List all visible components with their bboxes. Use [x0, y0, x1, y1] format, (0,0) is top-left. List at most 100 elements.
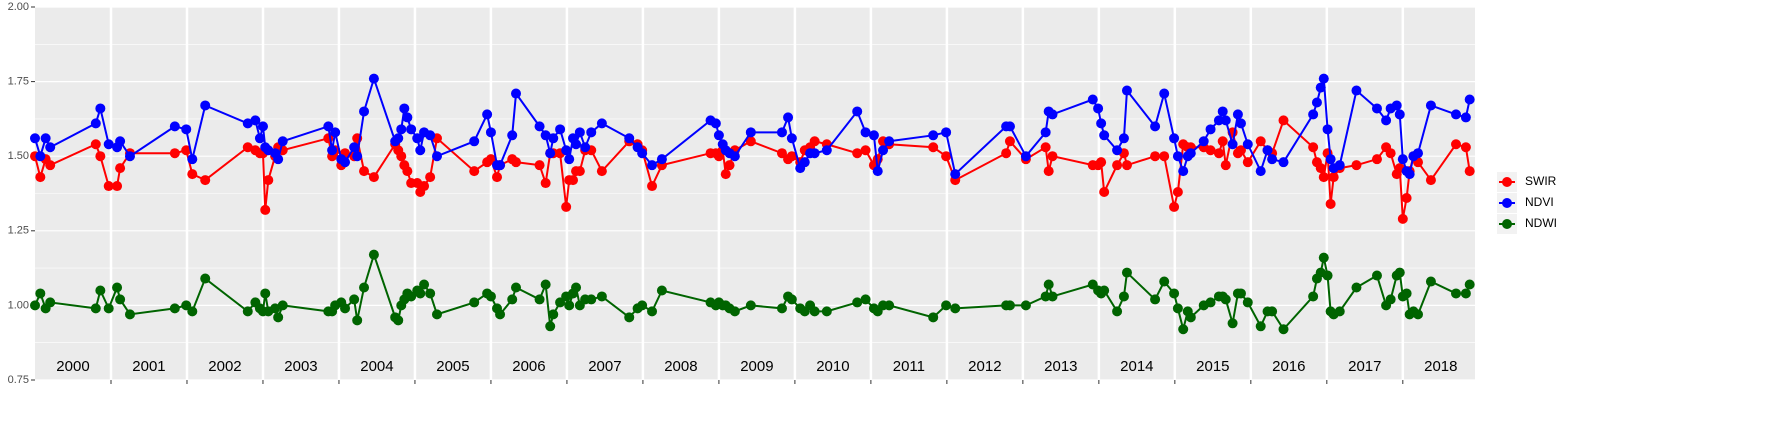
point [1451, 109, 1462, 120]
point [809, 136, 820, 147]
point [1185, 312, 1196, 323]
point [1112, 160, 1123, 171]
point [720, 169, 731, 180]
point [1413, 309, 1424, 320]
point [485, 291, 496, 302]
year-label: 2008 [664, 358, 697, 375]
point [548, 133, 559, 144]
point [1159, 88, 1170, 99]
point [1099, 187, 1110, 198]
point [1004, 136, 1015, 147]
point [263, 175, 274, 186]
point [90, 303, 101, 314]
point [860, 145, 871, 156]
point [860, 127, 871, 138]
point [323, 121, 334, 132]
point [1460, 142, 1471, 153]
point [425, 130, 436, 141]
point [1334, 306, 1345, 317]
point [1112, 306, 1123, 317]
point [492, 172, 503, 183]
point [1460, 288, 1471, 299]
point [786, 151, 797, 162]
point [469, 297, 480, 308]
point [786, 294, 797, 305]
point [941, 151, 952, 162]
point [95, 103, 106, 114]
point [1334, 160, 1345, 171]
point [1318, 252, 1329, 263]
point [368, 73, 379, 84]
point [1255, 321, 1266, 332]
point [1262, 145, 1273, 156]
point [545, 148, 556, 159]
point [1397, 154, 1408, 165]
point [745, 136, 756, 147]
point [1318, 172, 1329, 183]
point [637, 148, 648, 159]
point [103, 139, 114, 150]
point [884, 300, 895, 311]
point [169, 148, 180, 159]
point [928, 142, 939, 153]
point [1169, 288, 1180, 299]
point [1172, 187, 1183, 198]
point [399, 103, 410, 114]
point [200, 100, 211, 111]
point [568, 175, 579, 186]
point [359, 282, 370, 293]
legend-key-point [1502, 198, 1512, 208]
point [393, 133, 404, 144]
point [482, 109, 493, 120]
point [1451, 288, 1462, 299]
point [1093, 103, 1104, 114]
point [352, 315, 363, 326]
year-label: 2014 [1120, 358, 1153, 375]
point [1235, 145, 1246, 156]
point [242, 306, 253, 317]
point [406, 124, 417, 135]
point [1121, 267, 1132, 278]
point [187, 154, 198, 165]
point [45, 142, 56, 153]
point [1235, 118, 1246, 129]
year-label: 2015 [1196, 358, 1229, 375]
point [511, 88, 522, 99]
point [402, 166, 413, 177]
point [330, 127, 341, 138]
point [852, 148, 863, 159]
point [950, 169, 961, 180]
point [574, 127, 585, 138]
point [1278, 324, 1289, 335]
point [799, 157, 810, 168]
year-label: 2006 [512, 358, 545, 375]
point [1118, 133, 1129, 144]
point [402, 112, 413, 123]
point [776, 303, 787, 314]
point [1322, 270, 1333, 281]
point [352, 151, 363, 162]
point [950, 303, 961, 314]
point [112, 282, 123, 293]
point [35, 172, 46, 183]
point [511, 282, 522, 293]
point [254, 133, 265, 144]
point [564, 154, 575, 165]
point [30, 300, 40, 311]
point [1118, 291, 1129, 302]
point [340, 303, 351, 314]
point [1227, 139, 1238, 150]
point [511, 157, 522, 168]
point [327, 145, 338, 156]
year-label: 2010 [816, 358, 849, 375]
point [1121, 160, 1132, 171]
point [852, 297, 863, 308]
point [1047, 109, 1058, 120]
point [260, 204, 271, 215]
point [1047, 151, 1058, 162]
point [260, 288, 271, 299]
point [1096, 118, 1107, 129]
point [1464, 166, 1475, 177]
point [809, 306, 820, 317]
point [561, 145, 572, 156]
